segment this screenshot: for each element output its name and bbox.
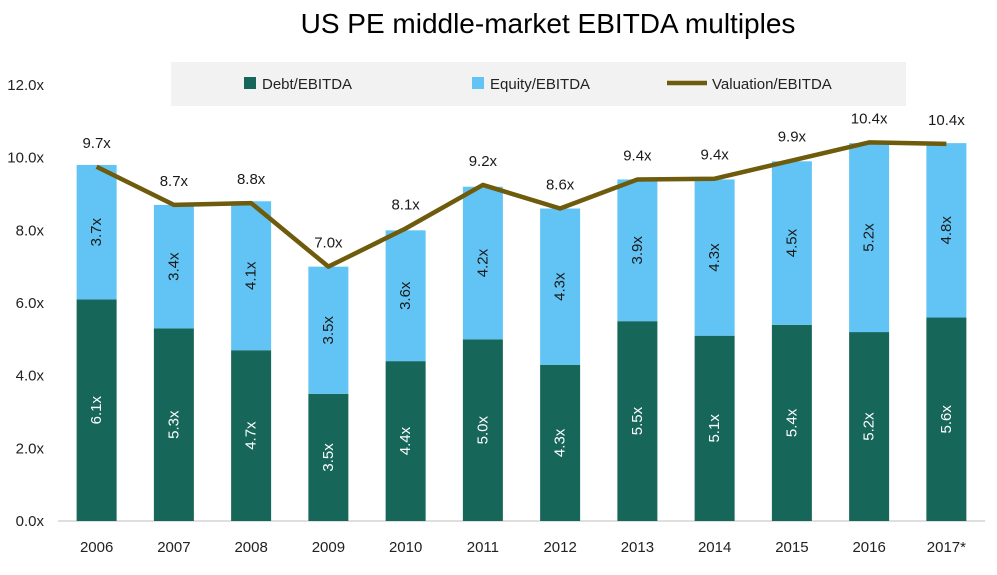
x-tick-label: 2015	[775, 539, 808, 556]
equity-data-label: 3.5x	[320, 316, 337, 345]
valuation-data-label: 7.0x	[314, 235, 343, 252]
equity-data-label: 4.8x	[938, 216, 955, 245]
bars: 6.1x 3.7x 5.3x 3.4x 4.7x 4.1x 3.5x 3.5x 4.4x 3.6x…	[76, 143, 967, 521]
valuation-data-label: 8.7x	[160, 173, 189, 190]
bar-equity-ebitda	[849, 143, 890, 333]
debt-data-label: 5.0x	[474, 415, 491, 444]
bar-equity-ebitda	[153, 204, 194, 329]
legend-box	[171, 62, 906, 106]
equity-data-label: 4.2x	[474, 248, 491, 277]
equity-data-label: 3.7x	[88, 217, 105, 246]
debt-data-label: 4.3x	[552, 428, 569, 457]
valuation-data-label: 8.6x	[546, 177, 575, 194]
valuation-data-label: 8.8x	[237, 171, 266, 188]
bar-equity-ebitda	[694, 179, 735, 336]
x-axis: 2006 2007 2008 2009 2010 2011 2012 2013 2014 2015…	[80, 539, 966, 556]
valuation-data-label: 10.4x	[851, 110, 888, 127]
y-tick-label: 10.0x	[7, 150, 44, 167]
equity-data-label: 4.5x	[783, 228, 800, 257]
equity-data-label: 4.1x	[243, 261, 260, 290]
equity-data-label: 4.3x	[706, 243, 723, 272]
bar-equity-ebitda	[617, 179, 658, 322]
x-tick-label: 2009	[312, 539, 345, 556]
equity-data-label: 5.2x	[861, 223, 878, 252]
debt-data-label: 5.5x	[629, 406, 646, 435]
equity-data-label: 4.3x	[552, 272, 569, 301]
bar-equity-ebitda	[231, 201, 272, 351]
legend-label: Valuation/EBITDA	[712, 76, 832, 93]
y-tick-label: 0.0x	[16, 513, 45, 530]
valuation-data-label: 9.7x	[82, 135, 111, 152]
bar-equity-ebitda	[76, 164, 117, 300]
x-tick-label: 2012	[543, 539, 576, 556]
bar-debt-ebitda	[153, 328, 194, 521]
legend-swatch	[244, 77, 256, 89]
x-tick-label: 2013	[621, 539, 654, 556]
y-tick-label: 8.0x	[16, 222, 45, 239]
bar-debt-ebitda	[617, 321, 658, 521]
bar-debt-ebitda	[76, 299, 117, 521]
debt-data-label: 5.1x	[706, 414, 723, 443]
legend-swatch	[472, 77, 484, 89]
bar-equity-ebitda	[540, 208, 581, 365]
y-tick-label: 6.0x	[16, 295, 45, 312]
debt-data-label: 5.4x	[783, 408, 800, 437]
valuation-data-label: 9.4x	[700, 147, 729, 164]
line-layer: 9.7x 8.7x 8.8x 7.0x 8.1x 9.2x 8.6x 9.4x 9.4x 9.9x…	[82, 110, 965, 269]
bar-equity-ebitda	[771, 161, 812, 325]
x-tick-label: 2008	[234, 539, 267, 556]
bar-debt-ebitda	[849, 332, 890, 521]
bar-equity-ebitda	[926, 143, 967, 318]
bar-debt-ebitda	[385, 361, 426, 521]
x-tick-label: 2014	[698, 539, 731, 556]
debt-data-label: 5.6x	[938, 405, 955, 434]
bar-debt-ebitda	[771, 324, 812, 521]
x-tick-label: 2011	[467, 539, 499, 556]
y-tick-label: 4.0x	[16, 368, 45, 385]
valuation-data-label: 10.4x	[928, 112, 965, 129]
bar-debt-ebitda	[694, 335, 735, 521]
bar-debt-ebitda	[926, 317, 967, 521]
y-tick-label: 2.0x	[16, 440, 45, 457]
chart-title: US PE middle-market EBITDA multiples	[301, 8, 796, 39]
debt-data-label: 5.2x	[861, 412, 878, 441]
x-tick-label: 2016	[852, 539, 885, 556]
debt-data-label: 4.4x	[397, 426, 414, 455]
bar-equity-ebitda	[308, 266, 349, 394]
bar-debt-ebitda	[308, 393, 349, 521]
bar-debt-ebitda	[462, 339, 503, 521]
debt-data-label: 3.5x	[320, 443, 337, 472]
equity-data-label: 3.6x	[397, 281, 414, 310]
y-tick-label: 12.0x	[7, 77, 44, 94]
valuation-data-label: 9.4x	[623, 147, 652, 164]
x-tick-label: 2007	[157, 539, 190, 556]
valuation-line	[95, 140, 947, 269]
legend: Debt/EBITDA Equity/EBITDA Valuation/EBITDA	[244, 76, 832, 93]
bar-debt-ebitda	[540, 364, 581, 521]
legend-label: Debt/EBITDA	[262, 76, 352, 93]
valuation-data-label: 8.1x	[391, 197, 420, 214]
equity-data-label: 3.9x	[629, 236, 646, 265]
bar-debt-ebitda	[231, 350, 272, 521]
equity-data-label: 3.4x	[165, 252, 182, 281]
x-tick-label: 2010	[389, 539, 422, 556]
y-axis: 0.0x 2.0x 4.0x 6.0x 8.0x 10.0x 12.0x	[7, 77, 44, 530]
valuation-data-label: 9.9x	[778, 129, 807, 146]
valuation-data-label: 9.2x	[469, 153, 498, 170]
legend-label: Equity/EBITDA	[490, 76, 590, 93]
x-tick-label: 2017*	[927, 539, 966, 556]
debt-data-label: 4.7x	[243, 421, 260, 450]
debt-data-label: 5.3x	[165, 410, 182, 439]
bar-equity-ebitda	[462, 186, 503, 340]
debt-data-label: 6.1x	[88, 396, 105, 425]
bar-equity-ebitda	[385, 230, 426, 362]
x-tick-label: 2006	[80, 539, 113, 556]
